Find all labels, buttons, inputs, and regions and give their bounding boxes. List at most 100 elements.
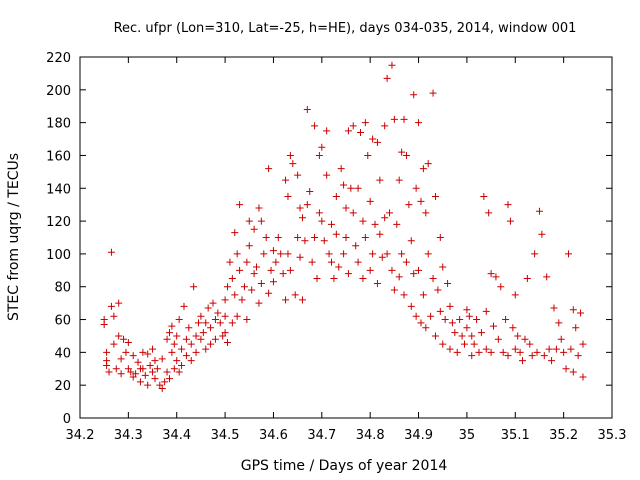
data-point (366, 266, 374, 274)
data-point (531, 250, 539, 258)
data-point (543, 273, 551, 281)
data-point (243, 316, 251, 324)
x-tick-label: 34.3 (114, 428, 143, 443)
x-tick-label: 35.2 (549, 428, 578, 443)
data-point (136, 378, 144, 386)
data-point (359, 217, 367, 225)
data-point (354, 258, 362, 266)
data-point (243, 258, 251, 266)
data-point (284, 192, 292, 200)
data-point (255, 204, 263, 212)
data-point (330, 275, 338, 283)
data-point (141, 371, 149, 379)
data-point (291, 291, 299, 299)
data-point (151, 375, 159, 383)
y-tick-label: 120 (46, 215, 71, 230)
data-point (318, 143, 326, 151)
data-point (465, 312, 473, 320)
data-point (170, 365, 178, 373)
data-point (494, 335, 502, 343)
data-point (323, 171, 331, 179)
data-point (562, 365, 570, 373)
data-point (376, 230, 384, 238)
data-point (161, 378, 169, 386)
data-point (250, 270, 258, 278)
x-tick-label: 34.7 (307, 428, 336, 443)
data-point (231, 291, 239, 299)
data-point (187, 340, 195, 348)
data-point (340, 181, 348, 189)
data-point (165, 329, 173, 337)
data-point (485, 209, 493, 217)
data-point (400, 291, 408, 299)
data-point (412, 184, 420, 192)
data-point (487, 348, 495, 356)
data-point (473, 316, 481, 324)
data-point (182, 352, 190, 360)
data-point (492, 273, 500, 281)
data-point (282, 176, 290, 184)
data-point (398, 148, 406, 156)
data-point (490, 322, 498, 330)
data-point (504, 201, 512, 209)
data-point (499, 348, 507, 356)
data-point (298, 214, 306, 222)
y-tick-label: 0 (63, 412, 71, 427)
data-point (117, 355, 125, 363)
data-point (226, 258, 234, 266)
data-point (511, 291, 519, 299)
data-point (255, 299, 263, 307)
data-point (103, 348, 111, 356)
data-point (202, 319, 210, 327)
data-point (158, 384, 166, 392)
data-point (453, 348, 461, 356)
data-point (470, 340, 478, 348)
data-point (112, 365, 120, 373)
data-point (579, 373, 587, 381)
data-point (436, 307, 444, 315)
y-axis-label: STEC from uqrg / TECUs (6, 153, 22, 321)
data-point (224, 339, 232, 347)
data-point (192, 332, 200, 340)
data-point (373, 138, 381, 146)
data-point (272, 258, 280, 266)
data-point (342, 204, 350, 212)
plot-border (79, 56, 613, 419)
y-tick-label: 160 (46, 149, 71, 164)
data-point (487, 270, 495, 278)
data-point (402, 151, 410, 159)
data-point (407, 237, 415, 245)
data-point (168, 348, 176, 356)
data-point (107, 248, 115, 256)
data-point (463, 306, 471, 314)
data-point (197, 312, 205, 320)
data-point (533, 348, 541, 356)
data-point (165, 375, 173, 383)
data-point (284, 250, 292, 258)
data-point (103, 361, 111, 369)
data-point (359, 275, 367, 283)
data-point (129, 352, 137, 360)
data-point (393, 220, 401, 228)
data-point (386, 209, 394, 217)
data-point (265, 165, 273, 173)
data-point (204, 304, 212, 312)
data-point (313, 275, 321, 283)
data-point (139, 348, 147, 356)
data-point (388, 266, 396, 274)
y-tick-label: 200 (46, 84, 71, 99)
data-point (107, 302, 115, 310)
data-point (378, 253, 386, 261)
data-point (424, 250, 432, 258)
data-point (439, 263, 447, 271)
data-point (238, 296, 246, 304)
data-point (286, 151, 294, 159)
data-point (240, 283, 248, 291)
data-point (117, 370, 125, 378)
data-point (146, 361, 154, 369)
data-point (417, 319, 425, 327)
data-point (383, 74, 391, 82)
data-point (178, 345, 186, 353)
data-point (173, 332, 181, 340)
data-point (439, 340, 447, 348)
